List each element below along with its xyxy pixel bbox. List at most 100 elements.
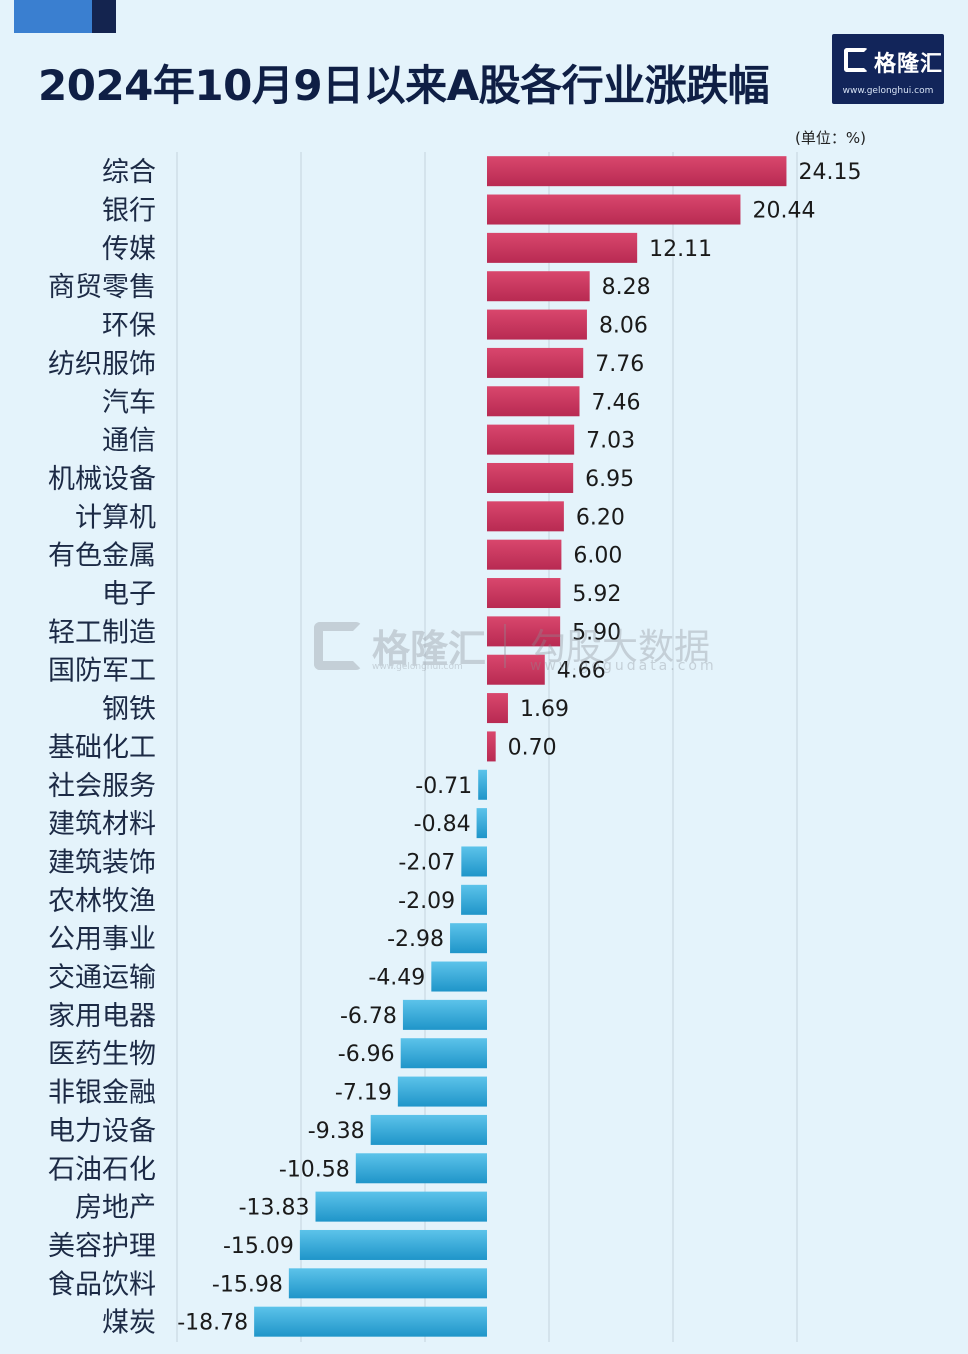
bar bbox=[461, 846, 487, 877]
value-label: -2.98 bbox=[387, 927, 444, 952]
value-label: -2.09 bbox=[398, 889, 455, 914]
bar bbox=[487, 156, 787, 187]
value-label: -9.38 bbox=[308, 1119, 365, 1144]
bar bbox=[461, 884, 487, 915]
bar bbox=[402, 999, 487, 1030]
logo-url: www.gelonghui.com bbox=[842, 86, 934, 96]
category-label: 电子 bbox=[102, 579, 156, 610]
category-label: 医药生物 bbox=[48, 1039, 156, 1070]
category-label: 有色金属 bbox=[48, 541, 156, 572]
value-label: -10.58 bbox=[279, 1157, 350, 1182]
top-accent-dark-bar bbox=[92, 0, 116, 33]
category-label: 基础化工 bbox=[48, 732, 156, 763]
bar bbox=[487, 271, 590, 302]
bar bbox=[397, 1076, 487, 1107]
bar bbox=[400, 1038, 487, 1069]
bar bbox=[431, 961, 487, 992]
value-label: 12.11 bbox=[649, 237, 712, 262]
value-label: 8.28 bbox=[602, 275, 651, 300]
bar bbox=[487, 194, 741, 225]
category-label: 建筑材料 bbox=[48, 809, 156, 840]
value-label: -18.78 bbox=[177, 1311, 248, 1336]
category-label: 轻工制造 bbox=[48, 617, 156, 648]
bar bbox=[299, 1229, 487, 1260]
value-label: -2.07 bbox=[398, 850, 455, 875]
category-label: 美容护理 bbox=[48, 1231, 156, 1262]
value-label: 8.06 bbox=[599, 314, 648, 339]
bar bbox=[476, 808, 487, 839]
bar bbox=[487, 539, 562, 570]
value-label: 7.76 bbox=[595, 352, 644, 377]
value-label: -15.98 bbox=[212, 1272, 283, 1297]
bar bbox=[487, 462, 574, 493]
value-label: -6.96 bbox=[338, 1042, 395, 1067]
category-label: 建筑装饰 bbox=[48, 847, 156, 878]
category-label: 交通运输 bbox=[48, 963, 156, 994]
bar bbox=[487, 616, 561, 647]
category-label: 电力设备 bbox=[48, 1116, 156, 1147]
bar bbox=[487, 654, 545, 685]
value-label: -4.49 bbox=[368, 966, 425, 991]
category-label: 计算机 bbox=[75, 502, 156, 533]
bar bbox=[254, 1306, 487, 1337]
value-label: 5.90 bbox=[572, 620, 621, 645]
category-label: 社会服务 bbox=[48, 771, 156, 802]
bar bbox=[315, 1191, 487, 1222]
category-label: 环保 bbox=[102, 311, 156, 342]
category-label: 家用电器 bbox=[48, 1001, 156, 1032]
category-label: 机械设备 bbox=[48, 464, 156, 495]
logo-g-icon bbox=[844, 48, 868, 72]
category-label: 钢铁 bbox=[102, 694, 156, 725]
value-label: 7.46 bbox=[592, 390, 641, 415]
value-label: 7.03 bbox=[586, 429, 635, 454]
unit-label: (单位：%) bbox=[795, 129, 866, 147]
category-label: 通信 bbox=[102, 426, 156, 457]
category-label: 石油石化 bbox=[48, 1154, 156, 1185]
brand-logo: 格隆汇 www.gelonghui.com bbox=[832, 34, 944, 104]
category-label: 非银金融 bbox=[48, 1078, 156, 1109]
value-label: -7.19 bbox=[335, 1081, 392, 1106]
bar bbox=[487, 386, 580, 417]
value-label: 20.44 bbox=[752, 199, 815, 224]
chart-title: 2024年10月9日以来A股各行业涨跌幅 bbox=[38, 61, 770, 110]
value-label: -15.09 bbox=[223, 1234, 294, 1259]
bar bbox=[487, 731, 496, 762]
value-label: -0.71 bbox=[415, 774, 472, 799]
logo-name: 格隆汇 bbox=[874, 52, 944, 77]
bar bbox=[288, 1268, 487, 1299]
category-label: 国防军工 bbox=[48, 656, 156, 687]
category-label: 纺织服饰 bbox=[48, 349, 156, 380]
bar bbox=[450, 923, 487, 954]
value-label: 1.69 bbox=[520, 697, 569, 722]
value-label: 6.20 bbox=[576, 505, 625, 530]
bar bbox=[487, 578, 561, 609]
category-label: 商贸零售 bbox=[48, 272, 156, 303]
value-label: 24.15 bbox=[798, 160, 861, 185]
bar bbox=[487, 693, 508, 724]
category-label: 传媒 bbox=[102, 234, 156, 265]
value-label: -0.84 bbox=[414, 812, 471, 837]
top-accent-bar bbox=[14, 0, 92, 33]
bar bbox=[370, 1114, 487, 1145]
category-label: 公用事业 bbox=[48, 924, 156, 955]
category-label: 银行 bbox=[102, 196, 156, 227]
category-label: 汽车 bbox=[102, 387, 156, 418]
bar bbox=[487, 501, 564, 532]
bar bbox=[355, 1153, 487, 1184]
category-label: 农林牧渔 bbox=[48, 886, 156, 917]
category-label: 食品饮料 bbox=[48, 1269, 156, 1300]
bar bbox=[487, 424, 575, 455]
value-label: 4.66 bbox=[557, 659, 606, 684]
value-label: 5.92 bbox=[572, 582, 621, 607]
value-label: -13.83 bbox=[239, 1196, 310, 1221]
category-label: 房地产 bbox=[75, 1193, 156, 1224]
bar bbox=[487, 232, 638, 263]
value-label: 6.95 bbox=[585, 467, 634, 492]
bar bbox=[487, 309, 587, 340]
bar bbox=[478, 769, 487, 800]
bar bbox=[487, 347, 584, 378]
value-label: 6.00 bbox=[573, 544, 622, 569]
category-label: 综合 bbox=[102, 157, 156, 188]
value-label: -6.78 bbox=[340, 1004, 397, 1029]
